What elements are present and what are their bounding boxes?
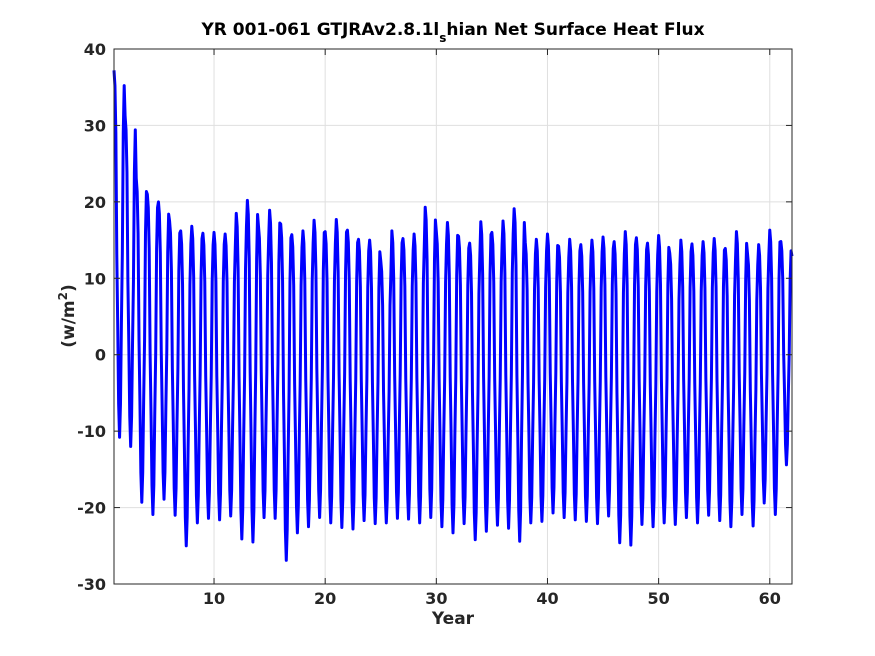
y-tick-label: 40 (84, 40, 106, 59)
chart-title-main: YR 001-061 GTJRAv2.8.1l (200, 20, 439, 40)
chart-title: YR 001-061 GTJRAv2.8.1lshian Net Surface… (200, 20, 704, 45)
y-tick-label: 10 (84, 269, 106, 288)
y-axis-label: (w/m2) (56, 284, 79, 348)
y-axis-label-main: (w/m (59, 300, 79, 347)
y-axis-label-superscript: 2 (56, 292, 70, 300)
x-tick-label: 30 (425, 589, 447, 608)
chart-title-rest: hian Net Surface Heat Flux (446, 20, 704, 40)
y-axis-label-close: ) (59, 284, 79, 292)
axes (113, 48, 793, 585)
y-tick-label: 20 (84, 193, 106, 212)
x-tick-label: 40 (536, 589, 558, 608)
x-tick-label: 50 (647, 589, 669, 608)
plot-frame (113, 48, 793, 585)
x-tick-label: 60 (759, 589, 781, 608)
series-line (112, 70, 794, 562)
chart-title-subscript: s (439, 31, 446, 45)
series-layer (112, 70, 794, 562)
x-axis-label: Year (431, 609, 475, 629)
y-tick-label: -30 (77, 575, 106, 594)
y-tick-label: 0 (95, 346, 106, 365)
x-tick-label: 20 (314, 589, 336, 608)
ticks: 10 20 30 40 50 60 -30 -20 -10 0 10 20 30 40 (77, 40, 792, 608)
x-tick-label: 10 (203, 589, 225, 608)
y-tick-label: -10 (77, 422, 106, 441)
y-tick-label: 30 (84, 116, 106, 135)
y-tick-label: -20 (77, 499, 106, 518)
